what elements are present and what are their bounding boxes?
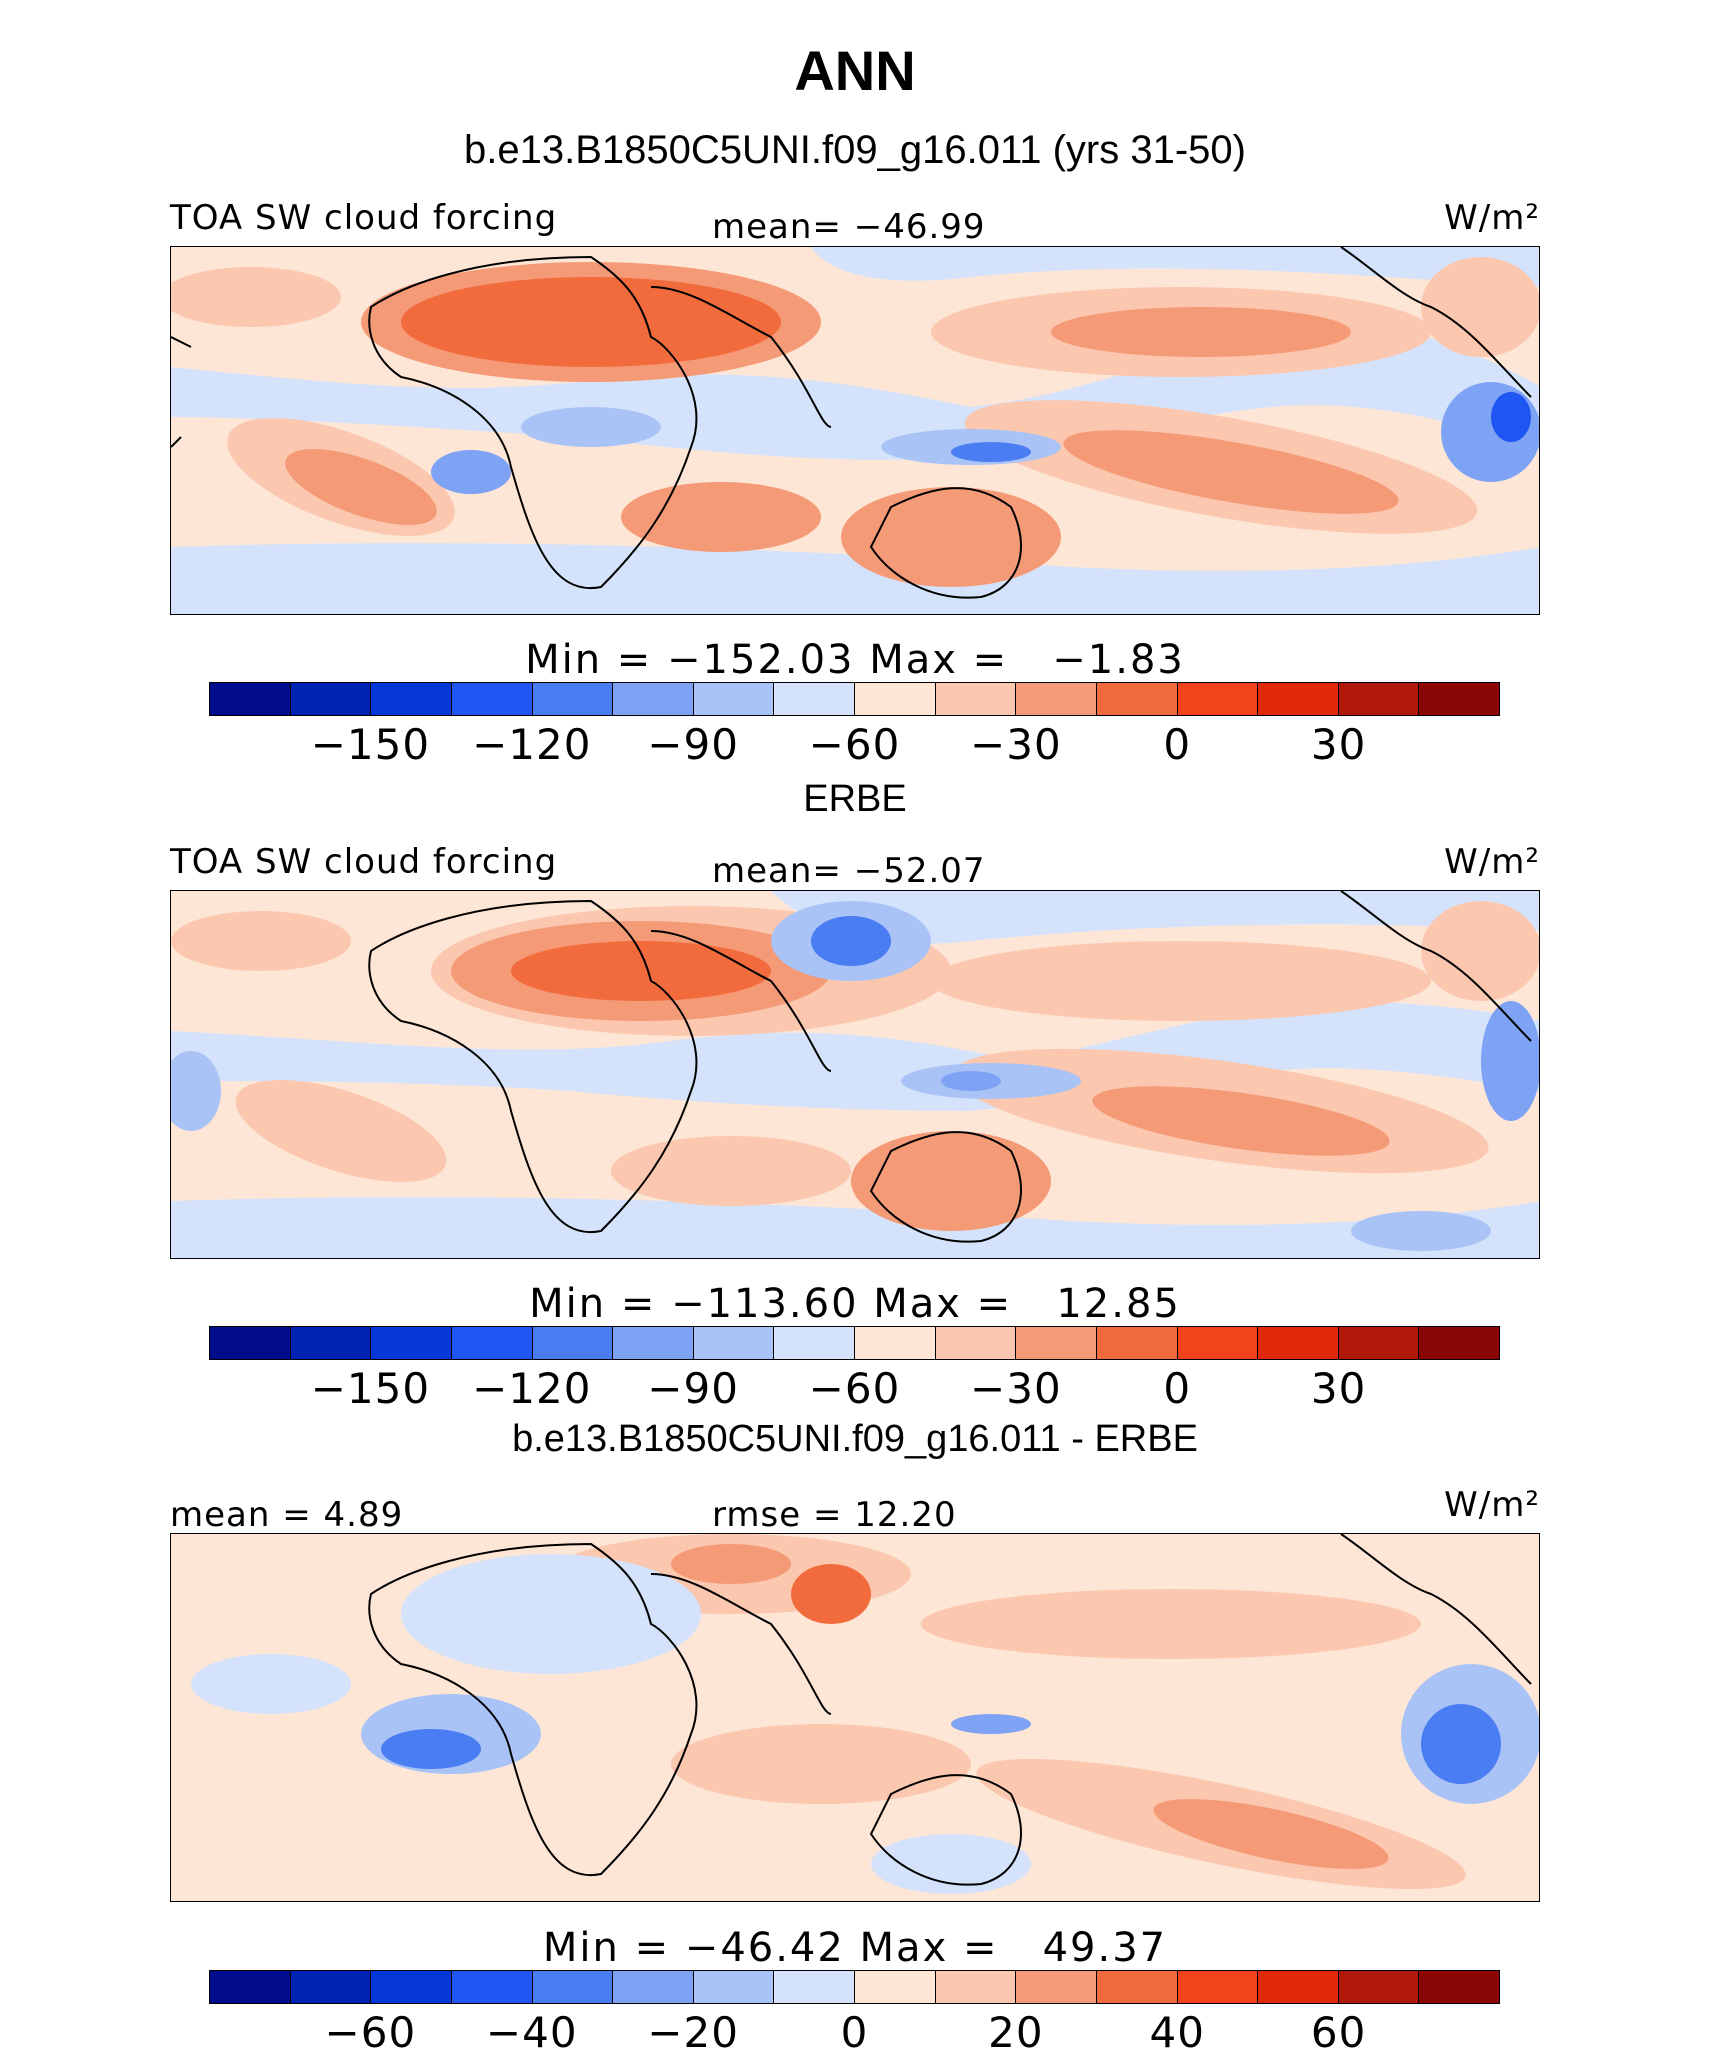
colorbar-swatch — [1177, 1971, 1259, 2003]
colorbar-swatch — [532, 1971, 614, 2003]
colorbar-swatch — [532, 1327, 614, 1359]
colorbar-swatch — [1096, 1971, 1178, 2003]
colorbar-swatch — [290, 683, 372, 715]
colorbar-swatch — [1338, 683, 1420, 715]
colorbar-swatch — [855, 1327, 936, 1359]
colorbar-swatch — [371, 1327, 452, 1359]
colorbar-swatch — [774, 1327, 855, 1359]
colorbar-swatch — [613, 1971, 694, 2003]
colorbar-tick-label: −90 — [647, 1364, 739, 1413]
colorbar-swatch — [371, 683, 452, 715]
colorbar-swatch — [451, 1327, 533, 1359]
colorbar-swatch — [451, 683, 533, 715]
panel-2-min-max: Min = −113.60 Max = 12.85 — [529, 1281, 1181, 1327]
colorbar-swatch — [693, 1327, 775, 1359]
colorbar-tick-label: 20 — [988, 2008, 1044, 2057]
colorbar-swatch — [210, 683, 291, 715]
colorbar-swatch — [290, 1971, 372, 2003]
colorbar-tick-label: −60 — [808, 1364, 901, 1413]
colorbar-tick-label: −30 — [970, 1364, 1062, 1413]
colorbar-swatch — [1096, 683, 1178, 715]
colorbar-swatch — [935, 1327, 1017, 1359]
colorbar-swatch — [774, 1971, 855, 2003]
colorbar-swatch — [774, 683, 855, 715]
colorbar-tick-label: 30 — [1310, 720, 1367, 769]
colorbar-swatch — [1258, 683, 1339, 715]
colorbar-swatch — [1419, 1971, 1499, 2003]
colorbar-swatch — [451, 1971, 533, 2003]
colorbar-swatch — [1258, 1971, 1339, 2003]
colorbar-swatch — [1338, 1971, 1420, 2003]
panel-1-units: W/m² — [1444, 198, 1540, 238]
page-title: ANN — [794, 39, 916, 102]
colorbar-tick-label: −40 — [485, 2008, 578, 2057]
panel-3-map — [170, 1533, 1540, 1902]
colorbar-tick-label: 0 — [840, 2008, 869, 2057]
panel-2-units: W/m² — [1444, 842, 1540, 882]
colorbar-swatch — [1177, 683, 1259, 715]
colorbar-swatch — [613, 1327, 694, 1359]
colorbar-swatch — [1177, 1327, 1259, 1359]
panel-2-colorbar — [209, 1326, 1500, 1360]
colorbar-swatch — [1419, 683, 1499, 715]
colorbar-tick-label: 30 — [1310, 1364, 1367, 1413]
panel-1-map — [170, 246, 1540, 615]
colorbar-tick-label: −60 — [808, 720, 901, 769]
panel-3-units: W/m² — [1444, 1485, 1540, 1525]
panel-2-mean-label: mean= −52.07 — [712, 851, 986, 891]
panel-1-contour-map — [171, 247, 1539, 614]
panel-1-colorbar — [209, 682, 1500, 716]
colorbar-tick-label: 0 — [1163, 1364, 1192, 1413]
colorbar-swatch — [1096, 1327, 1178, 1359]
colorbar-swatch — [935, 1971, 1017, 2003]
colorbar-swatch — [1419, 1327, 1499, 1359]
colorbar-swatch — [210, 1327, 291, 1359]
panel-3-rmse-label: rmse = 12.20 — [712, 1495, 957, 1535]
colorbar-swatch — [693, 1971, 775, 2003]
panel-2-title: ERBE — [803, 778, 907, 820]
case-title: b.e13.B1850C5UNI.f09_g16.011 (yrs 31-50) — [464, 128, 1246, 172]
colorbar-swatch — [693, 683, 775, 715]
colorbar-swatch — [855, 1971, 936, 2003]
colorbar-tick-label: 60 — [1310, 2008, 1367, 2057]
panel-3-colorbar — [209, 1970, 1500, 2004]
panel-2-contour-map — [171, 891, 1539, 1258]
colorbar-tick-label: −120 — [472, 1364, 592, 1413]
panel-2-variable-label: TOA SW cloud forcing — [170, 842, 558, 882]
colorbar-swatch — [371, 1971, 452, 2003]
colorbar-swatch — [1338, 1327, 1420, 1359]
colorbar-tick-label: −30 — [970, 720, 1062, 769]
colorbar-swatch — [290, 1327, 372, 1359]
panel-1-mean-label: mean= −46.99 — [712, 207, 986, 247]
panel-3-contour-map — [171, 1534, 1539, 1901]
colorbar-tick-label: −150 — [310, 720, 431, 769]
panel-1-variable-label: TOA SW cloud forcing — [170, 198, 558, 238]
colorbar-swatch — [532, 683, 614, 715]
panel-3-min-max: Min = −46.42 Max = 49.37 — [542, 1925, 1168, 1971]
panel-2-map — [170, 890, 1540, 1259]
colorbar-swatch — [1016, 683, 1097, 715]
colorbar-swatch — [855, 683, 936, 715]
colorbar-tick-label: −150 — [310, 1364, 431, 1413]
colorbar-swatch — [210, 1971, 291, 2003]
colorbar-swatch — [935, 683, 1017, 715]
colorbar-swatch — [1016, 1971, 1097, 2003]
colorbar-tick-label: 0 — [1163, 720, 1192, 769]
panel-3-title: b.e13.B1850C5UNI.f09_g16.011 - ERBE — [512, 1418, 1198, 1460]
colorbar-swatch — [613, 683, 694, 715]
panel-3-mean-label: mean = 4.89 — [170, 1495, 404, 1535]
colorbar-tick-label: −90 — [647, 720, 739, 769]
colorbar-swatch — [1258, 1327, 1339, 1359]
colorbar-tick-label: −120 — [472, 720, 592, 769]
colorbar-tick-label: −20 — [647, 2008, 739, 2057]
panel-1-min-max: Min = −152.03 Max = −1.83 — [525, 637, 1185, 683]
colorbar-swatch — [1016, 1327, 1097, 1359]
colorbar-tick-label: −60 — [324, 2008, 417, 2057]
colorbar-tick-label: 40 — [1149, 2008, 1205, 2057]
